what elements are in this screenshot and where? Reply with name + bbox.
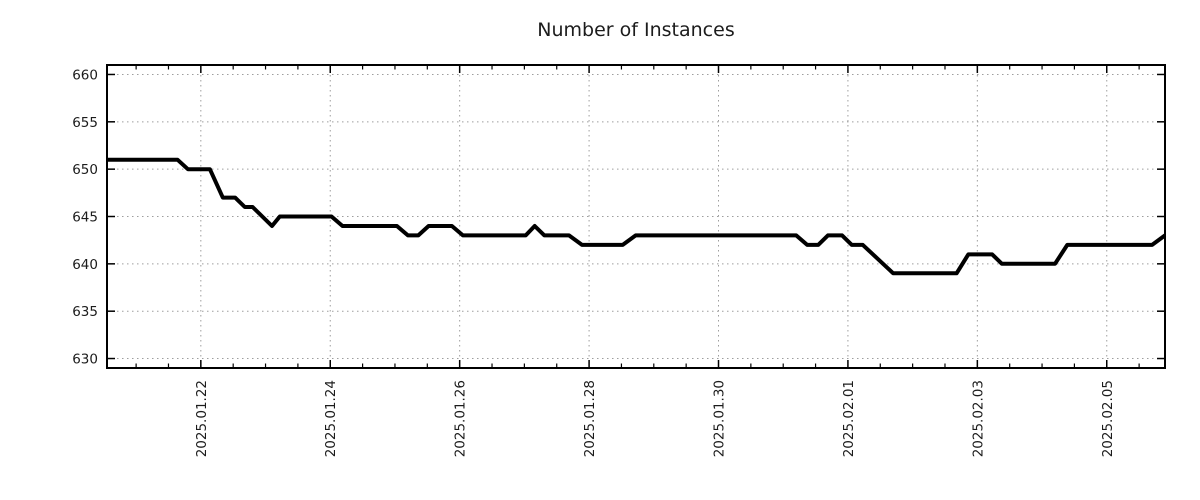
- x-tick-label: 2025.01.24: [323, 380, 339, 457]
- x-tick-label: 2025.02.01: [841, 380, 857, 457]
- label-layer: 630 635 640 645 650 655 660 2025.01.22 2025.01.2…: [72, 67, 1116, 457]
- x-tick-label: 2025.01.26: [453, 380, 469, 457]
- x-tick-label: 2025.02.03: [970, 380, 986, 457]
- axis-layer: [106, 64, 1166, 369]
- x-tick-label: 2025.01.28: [582, 380, 598, 457]
- y-tick-label: 650: [72, 162, 98, 178]
- x-tick-label: 2025.01.22: [194, 380, 210, 457]
- series-layer: [107, 157, 1167, 276]
- y-tick-label: 660: [72, 67, 98, 83]
- y-tick-label: 645: [72, 210, 98, 226]
- data-series-line: [107, 157, 1167, 276]
- y-tick-label: 630: [72, 352, 98, 368]
- x-tick-label: 2025.01.30: [712, 380, 728, 457]
- y-tick-label: 655: [72, 115, 98, 131]
- chart-title: Number of Instances: [537, 19, 734, 41]
- y-tick-label: 635: [72, 304, 98, 320]
- y-tick-label: 640: [72, 257, 98, 273]
- grid-layer: [107, 65, 1165, 368]
- x-tick-label: 2025.02.05: [1100, 380, 1116, 457]
- plot-border: [106, 64, 1166, 369]
